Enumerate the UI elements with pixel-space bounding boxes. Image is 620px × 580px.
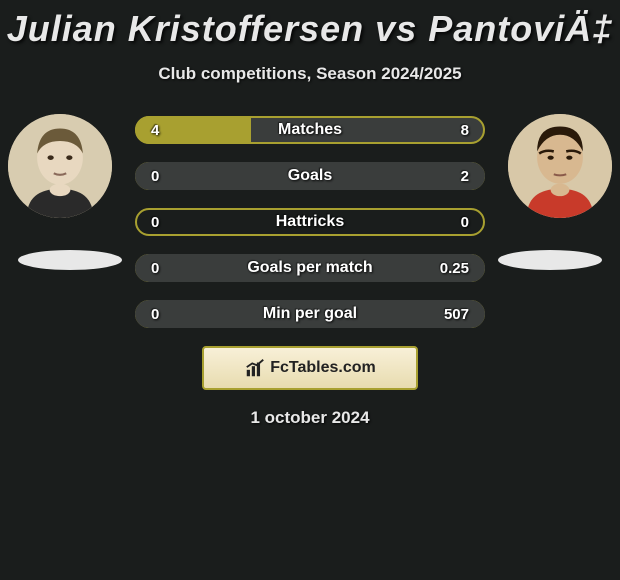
player-avatar-left	[8, 114, 112, 218]
stat-bar: 4Matches8	[135, 116, 485, 144]
stat-value-right: 0.25	[429, 260, 469, 277]
subtitle: Club competitions, Season 2024/2025	[0, 64, 620, 84]
source-label: FcTables.com	[270, 359, 376, 377]
stat-value-right: 507	[429, 306, 469, 323]
club-badge-right	[498, 250, 602, 270]
stat-bar: 0Goals2	[135, 162, 485, 190]
person-icon	[508, 114, 612, 218]
page-title: Julian Kristoffersen vs PantoviÄ‡	[0, 0, 620, 50]
source-badge[interactable]: FcTables.com	[202, 346, 418, 390]
stat-value-right: 8	[429, 122, 469, 139]
stat-value-right: 0	[429, 214, 469, 231]
comparison-panel: 4Matches8 0Goals2 0Hattricks0 0Goals per ma…	[0, 114, 620, 328]
person-icon	[8, 114, 112, 218]
stat-bar: 0Min per goal507	[135, 300, 485, 328]
club-badge-left	[18, 250, 122, 270]
stat-bar: 0Goals per match0.25	[135, 254, 485, 282]
chart-icon	[244, 357, 266, 379]
stat-bar: 0Hattricks0	[135, 208, 485, 236]
player-avatar-right	[508, 114, 612, 218]
stat-value-right: 2	[429, 168, 469, 185]
stats-bars: 4Matches8 0Goals2 0Hattricks0 0Goals per ma…	[135, 114, 485, 328]
date-label: 1 october 2024	[0, 408, 620, 428]
